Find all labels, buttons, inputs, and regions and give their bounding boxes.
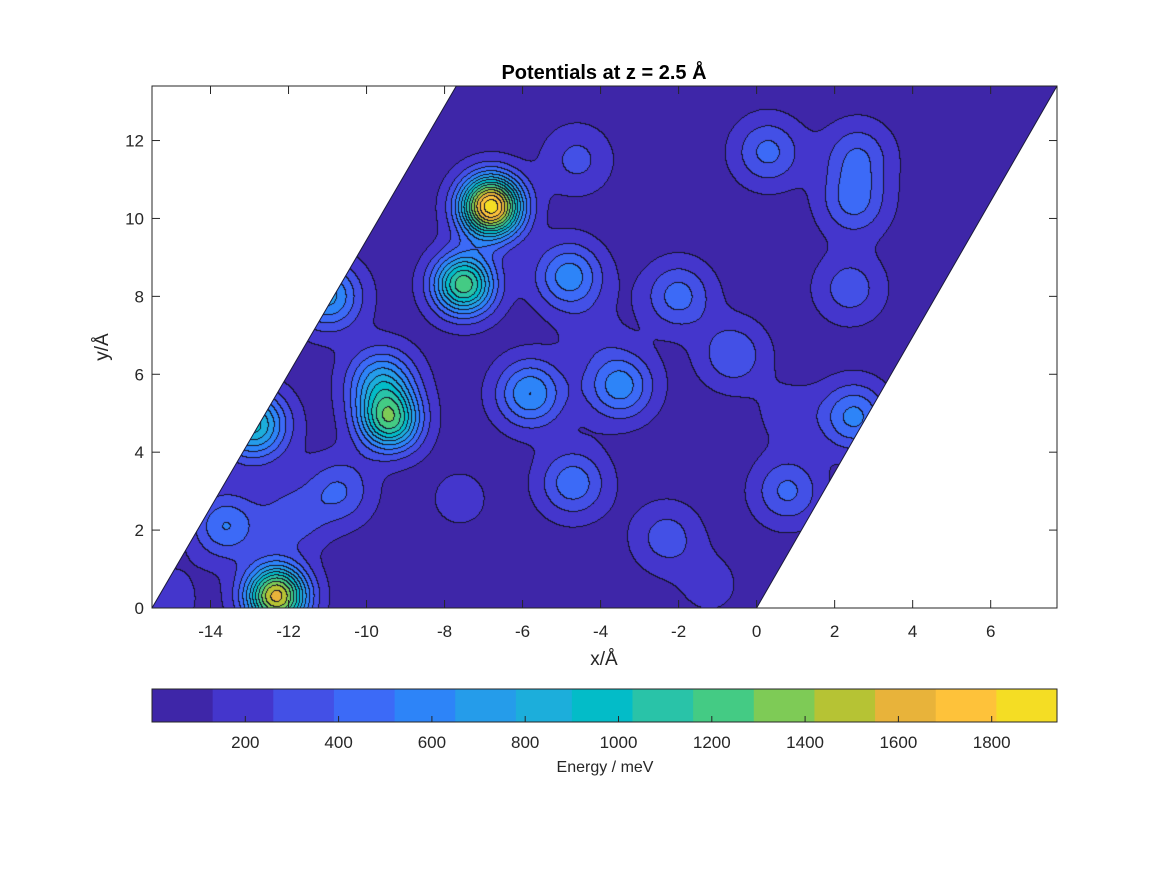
colorbar-tick-label: 1600 xyxy=(879,733,917,752)
x-tick-label: -2 xyxy=(671,622,686,641)
colorbar-segment xyxy=(394,689,456,722)
x-tick-label: -8 xyxy=(437,622,452,641)
colorbar-label: Energy / meV xyxy=(557,759,654,776)
colorbar-ticks: 200 400 600 800 1000 1200 1400 1600 1800 xyxy=(231,716,1011,752)
plot-area xyxy=(152,86,1057,608)
plot-frame xyxy=(151,85,1058,609)
y-tick-label: 4 xyxy=(135,443,144,462)
colorbar-segment xyxy=(571,689,633,722)
domain-outline xyxy=(152,86,1057,608)
colorbar-segment xyxy=(333,689,396,722)
x-tick-label: 6 xyxy=(986,622,995,641)
x-tick-label: -4 xyxy=(593,622,608,641)
x-tick-label: -14 xyxy=(198,622,223,641)
colorbar-segment xyxy=(875,689,937,722)
colorbar-frame xyxy=(151,688,1058,723)
x-tick-label: -10 xyxy=(354,622,379,641)
colorbar-segment xyxy=(814,689,876,722)
colorbar-segment xyxy=(455,689,517,722)
colorbar-tick-label: 1000 xyxy=(600,733,638,752)
colorbar-segment xyxy=(212,689,274,722)
y-tick-label: 6 xyxy=(135,365,144,384)
colorbar-tick-label: 800 xyxy=(511,733,539,752)
x-tick-label: 4 xyxy=(908,622,917,641)
colorbar-segment xyxy=(152,689,214,722)
colorbar-tick-label: 1200 xyxy=(693,733,731,752)
y-tick-label: 8 xyxy=(135,287,144,306)
colorbar-segment xyxy=(753,689,815,722)
colorbar-segment xyxy=(632,689,694,722)
colorbar xyxy=(152,689,1058,722)
colorbar-tick-label: 1400 xyxy=(786,733,824,752)
colorbar-tick-label: 600 xyxy=(418,733,446,752)
y-tick-label: 10 xyxy=(125,209,144,228)
colorbar-segment xyxy=(935,689,997,722)
y-axis-label: y/Å xyxy=(92,333,113,361)
y-tick-label: 0 xyxy=(135,599,144,618)
x-tick-label: -12 xyxy=(276,622,301,641)
colorbar-tick-label: 400 xyxy=(324,733,352,752)
colorbar-segment xyxy=(273,689,335,722)
y-tick-label: 2 xyxy=(135,521,144,540)
colorbar-tick-label: 200 xyxy=(231,733,259,752)
chart-title: Potentials at z = 2.5 Å xyxy=(501,60,706,84)
colorbar-segment xyxy=(996,689,1058,722)
x-axis-label: x/Å xyxy=(590,649,618,670)
colorbar-tick-label: 1800 xyxy=(973,733,1011,752)
y-axis-ticks: 0 2 4 6 8 10 12 xyxy=(125,132,1057,618)
y-tick-label: 12 xyxy=(125,132,144,151)
x-tick-label: -6 xyxy=(515,622,530,641)
colorbar-segment xyxy=(515,689,573,722)
x-tick-label: 2 xyxy=(830,622,839,641)
x-axis-ticks: -14 -12 -10 -8 -6 -4 -2 0 2 4 6 xyxy=(198,86,995,641)
colorbar-segment xyxy=(693,689,755,722)
x-tick-label: 0 xyxy=(752,622,761,641)
